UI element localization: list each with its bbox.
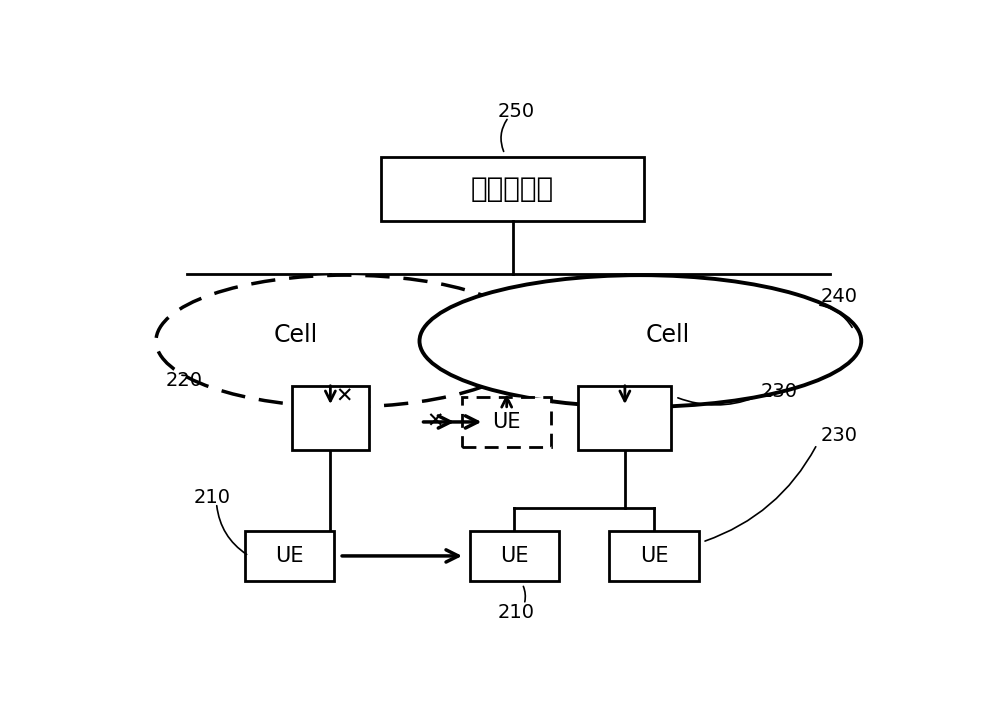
Text: Cell: Cell	[273, 323, 318, 347]
Bar	[470, 531, 559, 581]
Text: UE: UE	[492, 412, 521, 432]
FancyArrowPatch shape	[217, 505, 247, 555]
FancyArrowPatch shape	[820, 305, 852, 328]
Text: UE: UE	[500, 546, 529, 566]
Text: 230: 230	[761, 382, 798, 401]
Bar	[245, 531, 334, 581]
Text: ✕: ✕	[426, 412, 444, 432]
Text: 接入网设备: 接入网设备	[471, 175, 554, 203]
Bar	[292, 386, 369, 450]
Bar	[578, 386, 671, 450]
Text: UE: UE	[275, 546, 304, 566]
Bar	[381, 157, 644, 221]
Text: 210: 210	[193, 488, 230, 507]
Text: 210: 210	[498, 603, 535, 622]
Ellipse shape	[420, 275, 861, 407]
Ellipse shape	[156, 275, 536, 407]
Text: 220: 220	[165, 370, 202, 389]
Text: 240: 240	[821, 287, 858, 306]
FancyArrowPatch shape	[705, 447, 816, 541]
Text: 250: 250	[498, 102, 535, 121]
FancyArrowPatch shape	[501, 120, 507, 152]
Text: Cell: Cell	[645, 323, 690, 347]
Bar	[462, 397, 551, 447]
Text: ✕: ✕	[336, 386, 353, 406]
Text: 230: 230	[821, 426, 858, 445]
Bar	[609, 531, 698, 581]
Text: UE: UE	[640, 546, 668, 566]
FancyArrowPatch shape	[523, 587, 525, 602]
FancyArrowPatch shape	[678, 398, 754, 405]
